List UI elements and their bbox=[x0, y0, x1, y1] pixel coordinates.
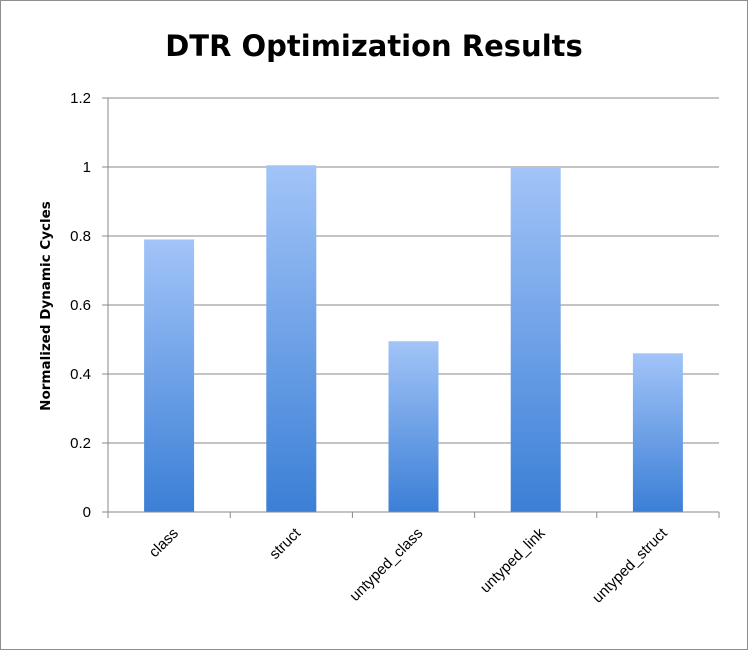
bars bbox=[144, 165, 683, 512]
y-tick-label: 1.2 bbox=[70, 90, 91, 107]
y-tick-label: 0.8 bbox=[70, 228, 91, 245]
x-tick-label: untyped_struct bbox=[589, 524, 671, 606]
y-tick-label: 1 bbox=[83, 159, 91, 176]
chart-title: DTR Optimization Results bbox=[165, 29, 583, 63]
x-tick-labels: class struct untyped_class untyped_link unty… bbox=[146, 524, 672, 606]
x-tick-label: struct bbox=[266, 524, 305, 563]
x-tick-label: class bbox=[146, 525, 182, 561]
bar-struct bbox=[266, 165, 317, 512]
y-tick-label: 0.6 bbox=[70, 297, 91, 314]
bar-untyped-struct bbox=[632, 353, 683, 512]
y-axis-label: Normalized Dynamic Cycles bbox=[38, 201, 54, 411]
bar-untyped-link bbox=[510, 167, 561, 512]
y-tick-label: 0.2 bbox=[70, 435, 91, 452]
y-tick-label: 0 bbox=[83, 504, 91, 521]
axes bbox=[107, 98, 720, 518]
y-tick-label: 0.4 bbox=[70, 366, 91, 383]
x-tick-label: untyped_class bbox=[346, 525, 426, 605]
bar-untyped-class bbox=[388, 341, 439, 512]
bar-class bbox=[144, 239, 195, 512]
x-tick-label: untyped_link bbox=[477, 524, 549, 596]
y-tick-labels: 0 0.2 0.4 0.6 0.8 1 1.2 bbox=[70, 90, 91, 521]
